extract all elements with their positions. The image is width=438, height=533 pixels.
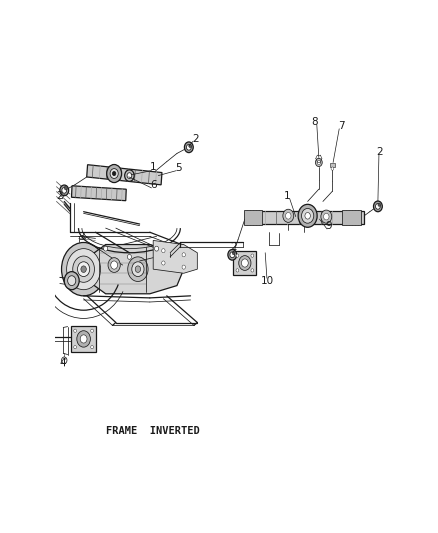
Polygon shape (87, 165, 162, 185)
Text: 4: 4 (60, 358, 67, 368)
Text: 9: 9 (326, 222, 332, 231)
Circle shape (127, 173, 132, 179)
Text: 1: 1 (284, 191, 290, 201)
Circle shape (378, 203, 381, 206)
Circle shape (135, 266, 141, 272)
Circle shape (113, 172, 116, 175)
Circle shape (187, 144, 191, 150)
Circle shape (110, 168, 118, 179)
Circle shape (283, 209, 294, 222)
Circle shape (162, 248, 165, 253)
Circle shape (64, 272, 79, 290)
Circle shape (162, 261, 165, 265)
Circle shape (80, 335, 87, 343)
Circle shape (301, 208, 314, 223)
Circle shape (67, 248, 101, 289)
Circle shape (128, 257, 148, 281)
Circle shape (184, 142, 193, 152)
Bar (71, 326, 96, 352)
Circle shape (111, 261, 117, 269)
Text: 3: 3 (78, 232, 85, 242)
Text: 10: 10 (260, 276, 273, 286)
Circle shape (62, 188, 67, 193)
Polygon shape (88, 245, 184, 294)
Circle shape (182, 265, 185, 269)
Circle shape (321, 210, 332, 223)
Circle shape (298, 204, 317, 227)
Bar (233, 251, 256, 276)
Circle shape (232, 252, 235, 255)
Text: 7: 7 (338, 122, 345, 131)
Bar (330, 163, 335, 167)
Bar (244, 211, 262, 225)
Circle shape (61, 243, 106, 296)
Text: 8: 8 (311, 117, 318, 127)
Circle shape (315, 158, 322, 166)
Circle shape (324, 213, 329, 220)
Circle shape (127, 254, 131, 260)
Text: 2: 2 (57, 191, 63, 201)
Circle shape (91, 345, 93, 349)
Text: FRAME  INVERTED: FRAME INVERTED (106, 426, 200, 437)
Circle shape (331, 167, 334, 170)
Polygon shape (245, 211, 364, 224)
Circle shape (91, 329, 93, 333)
Text: 5: 5 (175, 163, 182, 173)
Circle shape (236, 254, 239, 257)
Circle shape (228, 249, 237, 260)
Circle shape (182, 253, 185, 257)
Circle shape (61, 357, 67, 364)
Circle shape (125, 170, 134, 181)
Text: 2: 2 (192, 134, 199, 144)
Circle shape (77, 330, 90, 347)
Circle shape (67, 276, 76, 286)
Circle shape (74, 345, 77, 349)
Circle shape (104, 246, 108, 251)
Circle shape (305, 213, 311, 219)
Circle shape (286, 213, 291, 219)
Circle shape (374, 201, 382, 212)
Text: 1: 1 (150, 163, 156, 172)
Circle shape (107, 165, 122, 183)
Circle shape (251, 269, 254, 272)
Circle shape (241, 259, 248, 267)
Circle shape (239, 256, 251, 270)
Circle shape (317, 160, 321, 165)
Bar (342, 211, 361, 225)
Polygon shape (153, 240, 197, 273)
Circle shape (64, 186, 67, 190)
Circle shape (74, 329, 77, 333)
Circle shape (251, 254, 254, 257)
Circle shape (230, 252, 235, 257)
Circle shape (375, 204, 380, 209)
Circle shape (236, 269, 239, 272)
Circle shape (73, 256, 95, 282)
Circle shape (189, 144, 191, 148)
Circle shape (81, 266, 86, 272)
Polygon shape (71, 186, 126, 201)
Text: 6: 6 (150, 181, 156, 190)
Circle shape (60, 185, 69, 196)
Circle shape (78, 262, 90, 277)
Text: 2: 2 (377, 147, 383, 157)
Circle shape (155, 246, 159, 251)
Circle shape (108, 257, 120, 272)
Circle shape (132, 262, 144, 277)
Text: 2: 2 (231, 243, 237, 253)
